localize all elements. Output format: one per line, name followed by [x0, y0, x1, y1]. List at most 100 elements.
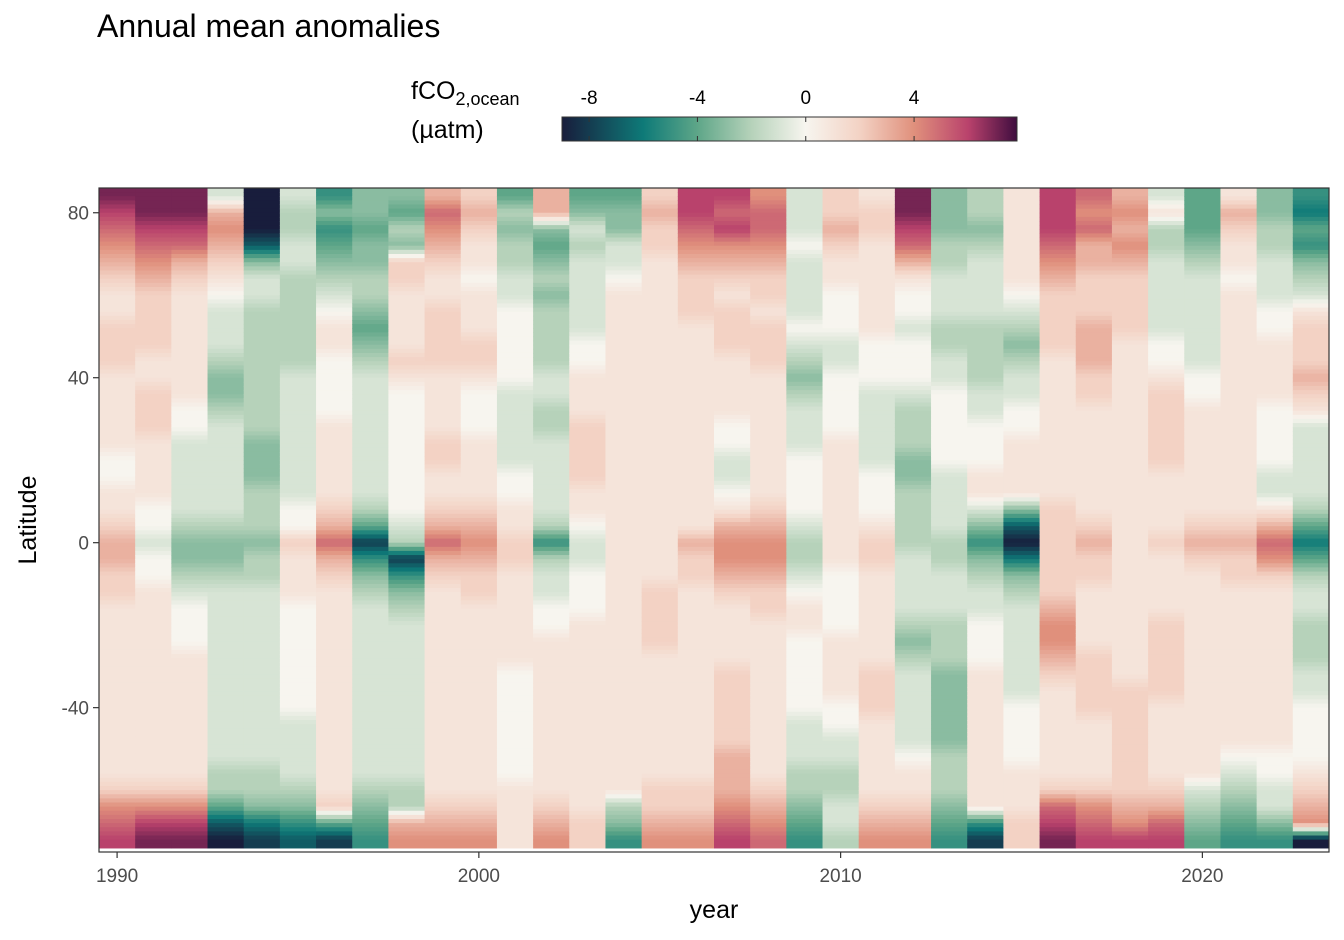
heatmap-cell	[1184, 381, 1222, 387]
heatmap-cell	[931, 641, 968, 647]
heatmap-cell	[931, 241, 968, 247]
heatmap-cell	[714, 534, 751, 540]
heatmap-cell	[496, 328, 534, 333]
heatmap-cell	[135, 715, 172, 721]
heatmap-cell	[858, 707, 896, 713]
heatmap-cell	[460, 641, 498, 647]
heatmap-cell	[714, 806, 751, 812]
heatmap-cell	[641, 592, 679, 597]
heatmap-cell	[207, 291, 245, 296]
heatmap-cell	[641, 188, 679, 193]
heatmap-cell	[352, 431, 390, 437]
heatmap-cell	[316, 332, 353, 338]
heatmap-cell	[460, 286, 498, 292]
heatmap-cell	[388, 295, 426, 300]
heatmap-cell	[424, 468, 462, 474]
heatmap-cell	[931, 299, 968, 305]
heatmap-cell	[822, 600, 860, 606]
heatmap-cell	[533, 406, 570, 412]
heatmap-cell	[569, 427, 607, 432]
heatmap-cell	[931, 336, 968, 342]
heatmap-cell	[135, 447, 172, 453]
heatmap-cell	[316, 649, 353, 655]
heatmap-cell	[424, 196, 462, 201]
heatmap-cell	[569, 790, 607, 795]
heatmap-cell	[316, 674, 353, 680]
heatmap-cell	[533, 699, 570, 705]
heatmap-cell	[1075, 567, 1113, 573]
heatmap-cell	[605, 761, 643, 766]
heatmap-cell	[316, 229, 353, 234]
heatmap-cell	[496, 790, 534, 795]
heatmap-cell	[99, 212, 136, 218]
heatmap-cell	[1111, 373, 1149, 379]
heatmap-cell	[750, 550, 787, 556]
heatmap-cell	[1184, 315, 1222, 321]
heatmap-cell	[316, 443, 353, 449]
heatmap-cell	[931, 823, 968, 828]
heatmap-cell	[352, 575, 390, 581]
heatmap-cell	[569, 621, 607, 626]
heatmap-cell	[1039, 827, 1077, 832]
heatmap-cell	[786, 274, 824, 280]
heatmap-cell	[424, 439, 462, 445]
heatmap-cell	[931, 324, 968, 329]
heatmap-cell	[424, 662, 462, 668]
heatmap-cell	[171, 278, 209, 284]
heatmap-cell	[714, 336, 751, 342]
heatmap-cell	[243, 414, 281, 420]
heatmap-cell	[171, 781, 209, 787]
heatmap-cell	[424, 550, 462, 556]
heatmap-cell	[316, 843, 353, 849]
heatmap-cell	[714, 245, 751, 251]
heatmap-cell	[533, 282, 570, 288]
heatmap-cell	[496, 538, 534, 544]
heatmap-cell	[1003, 501, 1041, 507]
heatmap-cell	[967, 241, 1005, 247]
heatmap-cell	[496, 303, 534, 309]
heatmap-cell	[714, 192, 751, 197]
heatmap-cell	[641, 703, 679, 709]
heatmap-cell	[135, 732, 172, 738]
heatmap-cell	[1184, 357, 1222, 362]
heatmap-cell	[1003, 802, 1041, 808]
heatmap-cell	[967, 278, 1005, 284]
heatmap-cell	[1039, 769, 1077, 775]
heatmap-cell	[496, 703, 534, 709]
heatmap-cell	[858, 625, 896, 630]
heatmap-cell	[750, 555, 787, 560]
heatmap-cell	[135, 493, 172, 498]
heatmap-cell	[533, 753, 570, 758]
heatmap-cell	[99, 592, 136, 597]
heatmap-cell	[714, 666, 751, 672]
heatmap-cell	[931, 204, 968, 210]
heatmap-cell	[641, 431, 679, 437]
heatmap-cell	[279, 282, 317, 288]
heatmap-cell	[424, 526, 462, 531]
heatmap-cell	[822, 823, 860, 828]
heatmap-cell	[641, 299, 679, 305]
heatmap-cell	[316, 357, 353, 362]
heatmap-cell	[1003, 361, 1041, 366]
heatmap-cell	[279, 307, 317, 313]
heatmap-cell	[786, 352, 824, 358]
heatmap-cell	[316, 703, 353, 709]
heatmap-cell	[894, 431, 932, 437]
heatmap-cell	[605, 443, 643, 449]
heatmap-cell	[388, 748, 426, 754]
heatmap-cell	[931, 592, 968, 597]
heatmap-cell	[786, 819, 824, 824]
heatmap-cell	[279, 270, 317, 276]
heatmap-cell	[677, 604, 715, 610]
heatmap-cell	[171, 406, 209, 412]
heatmap-cell	[569, 295, 607, 300]
heatmap-cell	[786, 744, 824, 750]
heatmap-cell	[207, 299, 245, 305]
heatmap-cell	[316, 707, 353, 713]
heatmap-cell	[786, 604, 824, 610]
heatmap-cell	[207, 559, 245, 564]
heatmap-cell	[243, 662, 281, 668]
heatmap-cell	[858, 295, 896, 300]
heatmap-cell	[316, 526, 353, 531]
heatmap-cell	[786, 612, 824, 618]
